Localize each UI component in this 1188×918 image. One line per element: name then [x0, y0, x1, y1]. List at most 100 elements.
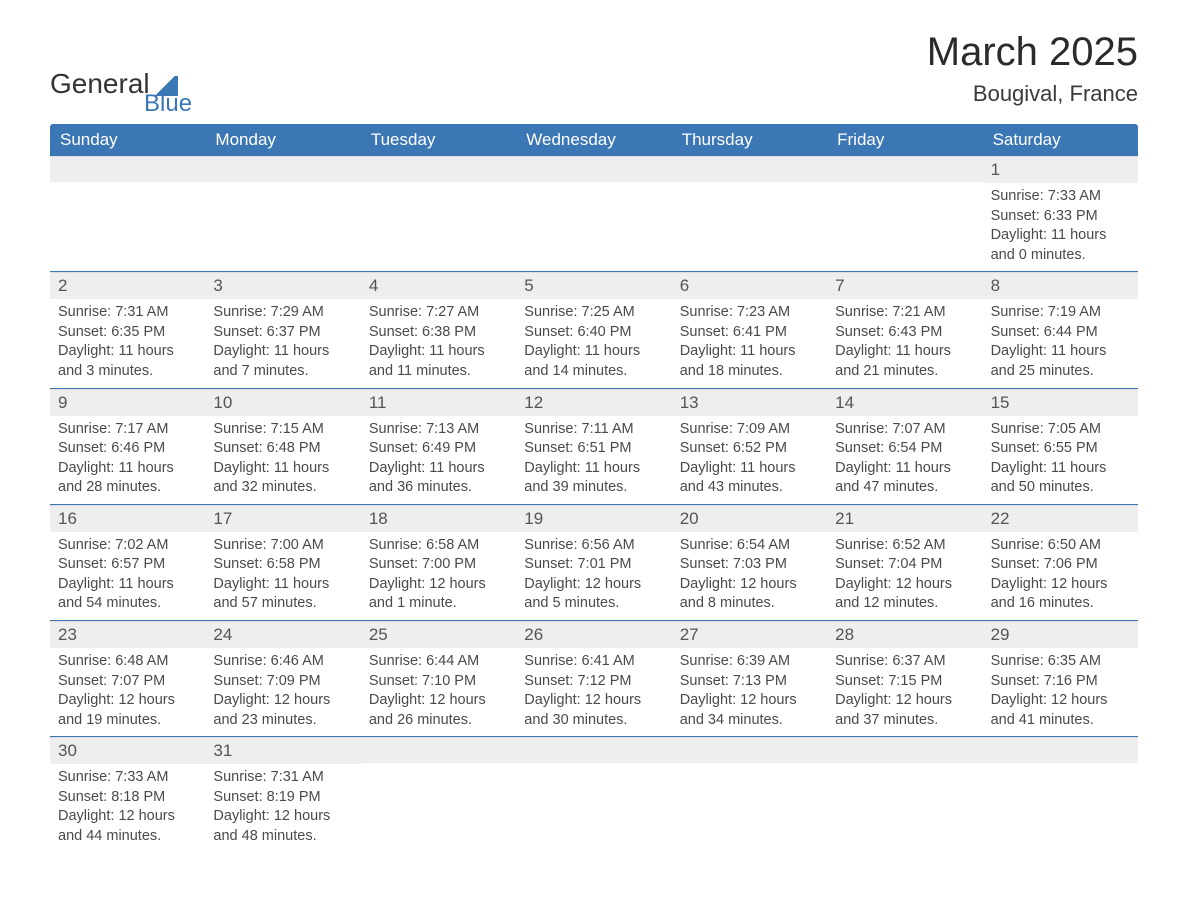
day-body: Sunrise: 7:05 AMSunset: 6:55 PMDaylight:… [983, 416, 1138, 504]
day-body: Sunrise: 6:35 AMSunset: 7:16 PMDaylight:… [983, 648, 1138, 736]
day-line: Sunset: 7:00 PM [369, 555, 508, 575]
day-number [516, 737, 671, 763]
day-line: Sunrise: 7:33 AM [991, 187, 1130, 207]
day-body: Sunrise: 7:00 AMSunset: 6:58 PMDaylight:… [205, 532, 360, 620]
day-line: Sunset: 7:06 PM [991, 555, 1130, 575]
day-cell: 8Sunrise: 7:19 AMSunset: 6:44 PMDaylight… [983, 272, 1138, 387]
day-line: Sunset: 7:04 PM [835, 555, 974, 575]
day-number: 2 [50, 272, 205, 299]
day-number: 19 [516, 505, 671, 532]
day-line: Daylight: 12 hours and 26 minutes. [369, 691, 508, 730]
day-cell: 25Sunrise: 6:44 AMSunset: 7:10 PMDayligh… [361, 621, 516, 736]
day-line: Daylight: 11 hours and 3 minutes. [58, 342, 197, 381]
calendar: SundayMondayTuesdayWednesdayThursdayFrid… [50, 124, 1138, 853]
day-line: Daylight: 12 hours and 1 minute. [369, 575, 508, 614]
day-body: Sunrise: 7:33 AMSunset: 8:18 PMDaylight:… [50, 764, 205, 852]
day-number: 6 [672, 272, 827, 299]
day-body: Sunrise: 6:39 AMSunset: 7:13 PMDaylight:… [672, 648, 827, 736]
day-line: Sunset: 6:35 PM [58, 323, 197, 343]
day-body: Sunrise: 7:17 AMSunset: 6:46 PMDaylight:… [50, 416, 205, 504]
day-cell: 12 Sunrise: 7:11 AMSunset: 6:51 PMDayligh… [516, 389, 671, 504]
day-number: 23 [50, 621, 205, 648]
day-line: Sunrise: 7:19 AM [991, 303, 1130, 323]
day-line: Sunset: 7:10 PM [369, 672, 508, 692]
day-body: Sunrise: 7:23 AMSunset: 6:41 PMDaylight:… [672, 299, 827, 387]
day-cell [50, 156, 205, 271]
day-cell: 31Sunrise: 7:31 AMSunset: 8:19 PMDayligh… [205, 737, 360, 852]
day-line: Sunrise: 6:48 AM [58, 652, 197, 672]
day-cell [827, 737, 982, 852]
day-line: Daylight: 11 hours and 7 minutes. [213, 342, 352, 381]
day-line: Sunset: 6:49 PM [369, 439, 508, 459]
day-line: Sunrise: 7:11 AM [524, 420, 663, 440]
day-number: 8 [983, 272, 1138, 299]
day-body: Sunrise: 7:31 AMSunset: 8:19 PMDaylight:… [205, 764, 360, 852]
day-line: Daylight: 12 hours and 5 minutes. [524, 575, 663, 614]
day-line: Sunset: 6:57 PM [58, 555, 197, 575]
day-line: Daylight: 11 hours and 14 minutes. [524, 342, 663, 381]
day-line: Sunset: 7:16 PM [991, 672, 1130, 692]
day-line: Sunrise: 6:41 AM [524, 652, 663, 672]
day-cell: 26Sunrise: 6:41 AMSunset: 7:12 PMDayligh… [516, 621, 671, 736]
day-number [361, 737, 516, 763]
day-line: Daylight: 11 hours and 36 minutes. [369, 459, 508, 498]
day-number: 1 [983, 156, 1138, 183]
day-number: 11 [361, 389, 516, 416]
day-body: Sunrise: 7:09 AMSunset: 6:52 PMDaylight:… [672, 416, 827, 504]
day-number: 29 [983, 621, 1138, 648]
day-cell: 1Sunrise: 7:33 AMSunset: 6:33 PMDaylight… [983, 156, 1138, 271]
day-cell: 11 Sunrise: 7:13 AMSunset: 6:49 PMDayligh… [361, 389, 516, 504]
day-line: Sunset: 7:15 PM [835, 672, 974, 692]
day-line: Sunrise: 6:39 AM [680, 652, 819, 672]
day-cell: 23Sunrise: 6:48 AMSunset: 7:07 PMDayligh… [50, 621, 205, 736]
day-line: Sunset: 6:33 PM [991, 207, 1130, 227]
day-line: Sunrise: 7:29 AM [213, 303, 352, 323]
day-body: Sunrise: 6:58 AMSunset: 7:00 PMDaylight:… [361, 532, 516, 620]
day-cell [361, 156, 516, 271]
day-body: Sunrise: 7:07 AMSunset: 6:54 PMDaylight:… [827, 416, 982, 504]
day-line: Sunset: 6:48 PM [213, 439, 352, 459]
day-cell: 22Sunrise: 6:50 AMSunset: 7:06 PMDayligh… [983, 505, 1138, 620]
day-number: 15 [983, 389, 1138, 416]
day-line: Sunset: 7:01 PM [524, 555, 663, 575]
day-body: Sunrise: 7:27 AMSunset: 6:38 PMDaylight:… [361, 299, 516, 387]
day-cell: 10Sunrise: 7:15 AMSunset: 6:48 PMDayligh… [205, 389, 360, 504]
day-cell: 16Sunrise: 7:02 AMSunset: 6:57 PMDayligh… [50, 505, 205, 620]
day-line: Daylight: 11 hours and 32 minutes. [213, 459, 352, 498]
day-number: 10 [205, 389, 360, 416]
day-number: 12 [516, 389, 671, 416]
day-body: Sunrise: 6:50 AMSunset: 7:06 PMDaylight:… [983, 532, 1138, 620]
day-number: 3 [205, 272, 360, 299]
day-line: Sunrise: 6:46 AM [213, 652, 352, 672]
day-line: Sunrise: 7:13 AM [369, 420, 508, 440]
day-line: Daylight: 12 hours and 16 minutes. [991, 575, 1130, 614]
day-line: Sunset: 6:58 PM [213, 555, 352, 575]
day-line: Sunset: 6:37 PM [213, 323, 352, 343]
week-row: 16Sunrise: 7:02 AMSunset: 6:57 PMDayligh… [50, 505, 1138, 621]
day-line: Sunset: 6:51 PM [524, 439, 663, 459]
day-header: Thursday [672, 124, 827, 156]
day-line: Daylight: 12 hours and 12 minutes. [835, 575, 974, 614]
day-cell: 20Sunrise: 6:54 AMSunset: 7:03 PMDayligh… [672, 505, 827, 620]
day-line: Sunset: 7:13 PM [680, 672, 819, 692]
day-line: Sunrise: 6:35 AM [991, 652, 1130, 672]
day-line: Daylight: 11 hours and 39 minutes. [524, 459, 663, 498]
day-cell [983, 737, 1138, 852]
day-line: Daylight: 12 hours and 19 minutes. [58, 691, 197, 730]
location: Bougival, France [927, 81, 1138, 107]
day-cell: 19Sunrise: 6:56 AMSunset: 7:01 PMDayligh… [516, 505, 671, 620]
day-line: Sunrise: 6:37 AM [835, 652, 974, 672]
day-line: Sunset: 7:03 PM [680, 555, 819, 575]
day-line: Daylight: 11 hours and 21 minutes. [835, 342, 974, 381]
day-number [672, 737, 827, 763]
day-number: 20 [672, 505, 827, 532]
day-number: 18 [361, 505, 516, 532]
day-body: Sunrise: 6:44 AMSunset: 7:10 PMDaylight:… [361, 648, 516, 736]
day-line: Sunrise: 7:25 AM [524, 303, 663, 323]
day-number [50, 156, 205, 182]
day-number: 31 [205, 737, 360, 764]
day-line: Sunrise: 6:52 AM [835, 536, 974, 556]
day-header: Tuesday [361, 124, 516, 156]
day-line: Daylight: 12 hours and 37 minutes. [835, 691, 974, 730]
day-line: Sunset: 6:52 PM [680, 439, 819, 459]
